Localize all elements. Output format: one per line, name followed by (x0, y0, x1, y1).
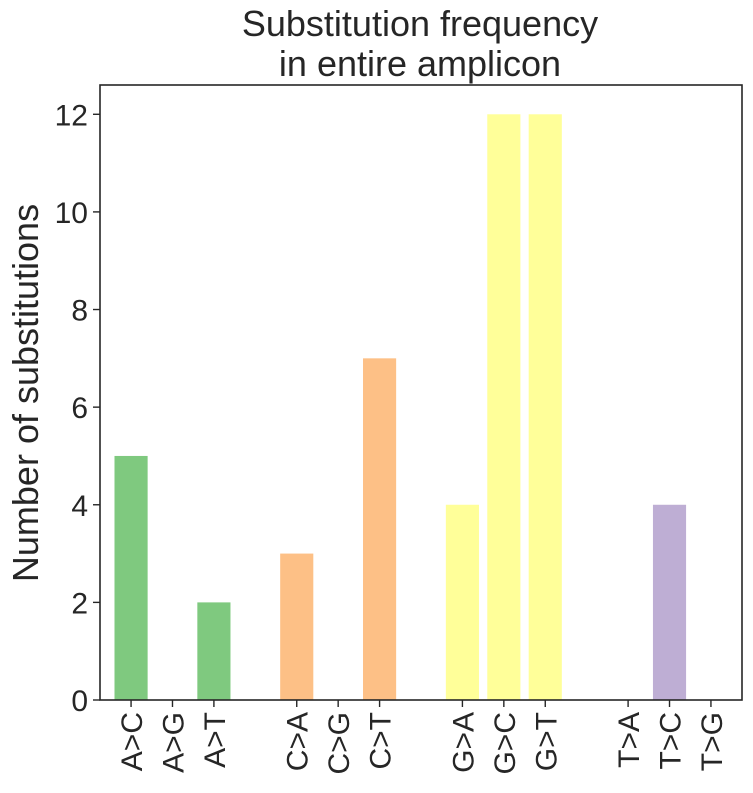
chart-title-line-1: Substitution frequency (242, 3, 598, 44)
y-tick-label: 0 (71, 685, 88, 718)
bar-a-to-c (114, 455, 148, 700)
x-tick-label: C>G (323, 712, 356, 775)
y-axis-label: Number of substitutions (5, 204, 46, 582)
y-tick-label: 10 (55, 197, 88, 230)
y-tick-label: 8 (71, 295, 88, 328)
bar-c-to-a (280, 553, 314, 700)
x-tick-label: C>A (282, 712, 315, 771)
y-tick-label: 12 (55, 99, 88, 132)
y-tick-label: 6 (71, 392, 88, 425)
bar-series (114, 114, 687, 701)
bar-g-to-c (487, 114, 521, 701)
bar-c-to-t (363, 358, 397, 700)
x-axis-ticks: A>C A>G A>T C>A C>G C>T G>A G>C G>T T>A T>C T>G (116, 700, 729, 775)
plot-frame (99, 84, 743, 701)
x-tick-label: A>C (116, 712, 149, 771)
x-tick-label: T>G (696, 712, 729, 771)
bar-g-to-t (528, 114, 562, 701)
x-tick-label: G>A (447, 712, 480, 773)
y-axis-ticks: 0 2 4 6 8 10 12 (55, 99, 100, 718)
y-tick-label: 2 (71, 587, 88, 620)
bar-g-to-a (445, 504, 479, 700)
y-tick-label: 4 (71, 490, 88, 523)
x-tick-label: C>T (365, 712, 398, 770)
x-tick-label: T>C (655, 712, 688, 770)
bar-a-to-t (197, 602, 231, 700)
bar-t-to-c (652, 504, 687, 700)
x-tick-label: A>T (199, 712, 232, 768)
x-tick-label: G>T (530, 712, 563, 771)
x-tick-label: T>A (613, 712, 646, 768)
x-tick-label: G>C (489, 712, 522, 775)
chart-title-line-2: in entire amplicon (279, 43, 561, 84)
x-tick-label: A>G (157, 712, 190, 773)
